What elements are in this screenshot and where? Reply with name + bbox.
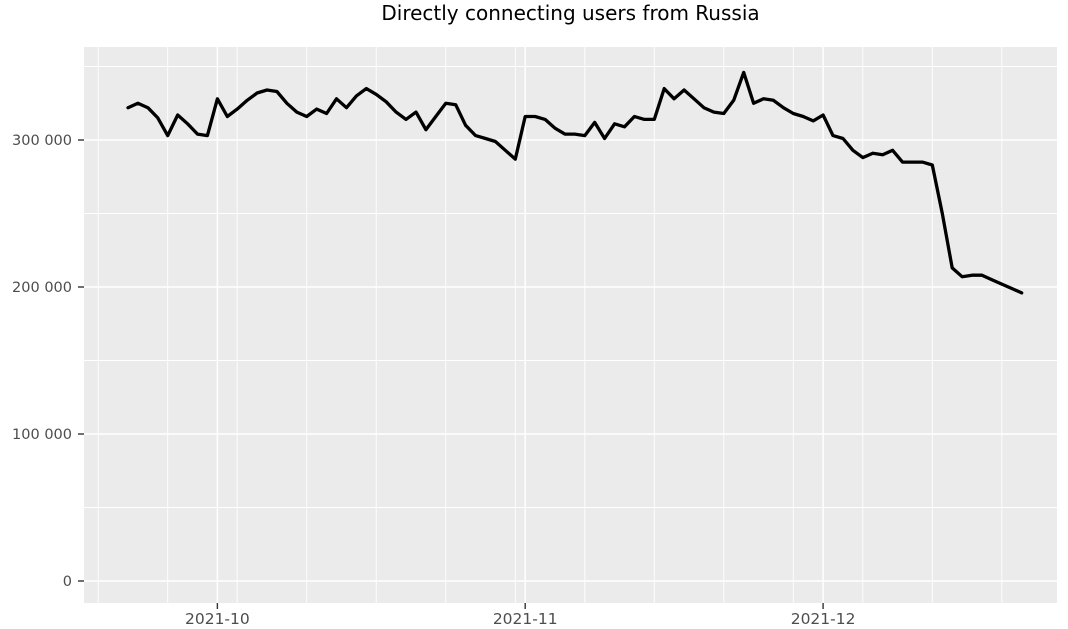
x-tick-label: 2021-12 bbox=[791, 610, 856, 628]
data-line-users bbox=[126, 70, 1024, 295]
y-tick-label: 100 000 bbox=[12, 427, 72, 443]
y-tick-label: 0 bbox=[63, 574, 72, 590]
y-tick-label: 200 000 bbox=[12, 280, 72, 296]
x-tick-label: 2021-11 bbox=[493, 610, 558, 628]
chart-title: Directly connecting users from Russia bbox=[381, 1, 760, 25]
y-tick-label: 300 000 bbox=[12, 133, 72, 149]
plot-panel bbox=[84, 47, 1057, 603]
x-tick-label: 2021-10 bbox=[185, 610, 250, 628]
